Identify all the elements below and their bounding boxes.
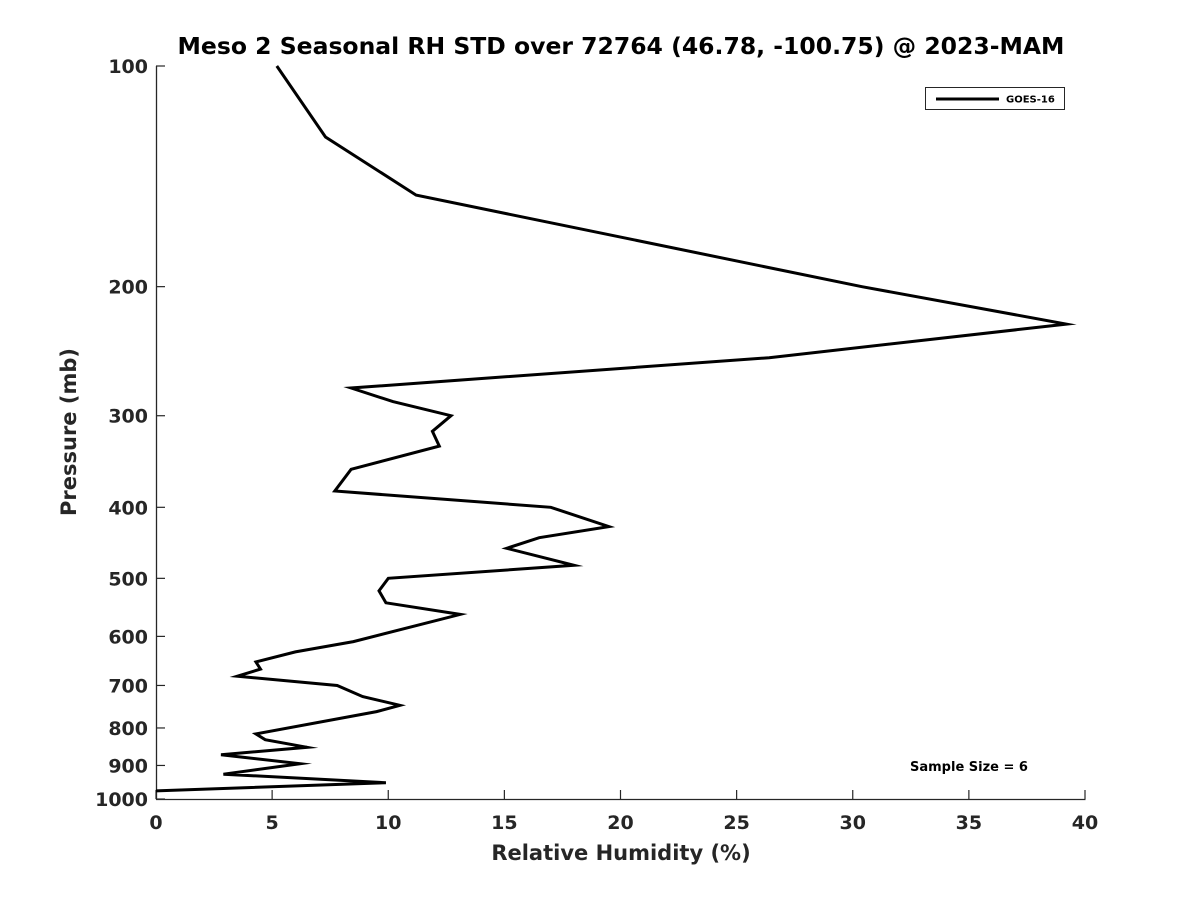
x-tick-label: 30 <box>840 812 866 834</box>
x-tick-label: 0 <box>149 812 162 834</box>
x-tick-label: 15 <box>491 812 517 834</box>
y-tick-label: 300 <box>108 406 148 428</box>
y-tick-label: 1000 <box>95 789 148 811</box>
y-tick-label: 400 <box>108 497 148 519</box>
x-tick-label: 10 <box>375 812 401 834</box>
plot-area: 0 5 10 15 20 25 30 35 40 100 200 300 400 500 600 700 80… <box>95 56 1098 834</box>
chart-title: Meso 2 Seasonal RH STD over 72764 (46.78… <box>178 32 1065 60</box>
x-axis-ticks: 0 5 10 15 20 25 30 35 40 <box>149 790 1098 834</box>
sample-size-annotation: Sample Size = 6 <box>910 760 1028 775</box>
x-tick-label: 25 <box>723 812 749 834</box>
legend-label-goes-16: GOES-16 <box>1006 95 1055 106</box>
x-tick-label: 5 <box>266 812 279 834</box>
y-tick-label: 100 <box>108 56 148 78</box>
x-tick-label: 35 <box>956 812 982 834</box>
series-line-goes-16 <box>155 65 1077 793</box>
y-tick-label: 800 <box>108 718 148 740</box>
y-tick-label: 600 <box>108 626 148 648</box>
x-axis-label: Relative Humidity (%) <box>491 841 750 865</box>
y-axis-ticks: 100 200 300 400 500 600 700 800 900 1000 <box>95 56 165 811</box>
legend: GOES-16 <box>925 87 1065 110</box>
x-tick-label: 20 <box>607 812 633 834</box>
x-tick-label: 40 <box>1072 812 1098 834</box>
y-axis-label: Pressure (mb) <box>57 348 81 516</box>
y-tick-label: 500 <box>108 568 148 590</box>
series-lines <box>155 65 1077 793</box>
y-tick-label: 200 <box>108 277 148 299</box>
y-tick-label: 900 <box>108 755 148 777</box>
y-tick-label: 700 <box>108 675 148 697</box>
